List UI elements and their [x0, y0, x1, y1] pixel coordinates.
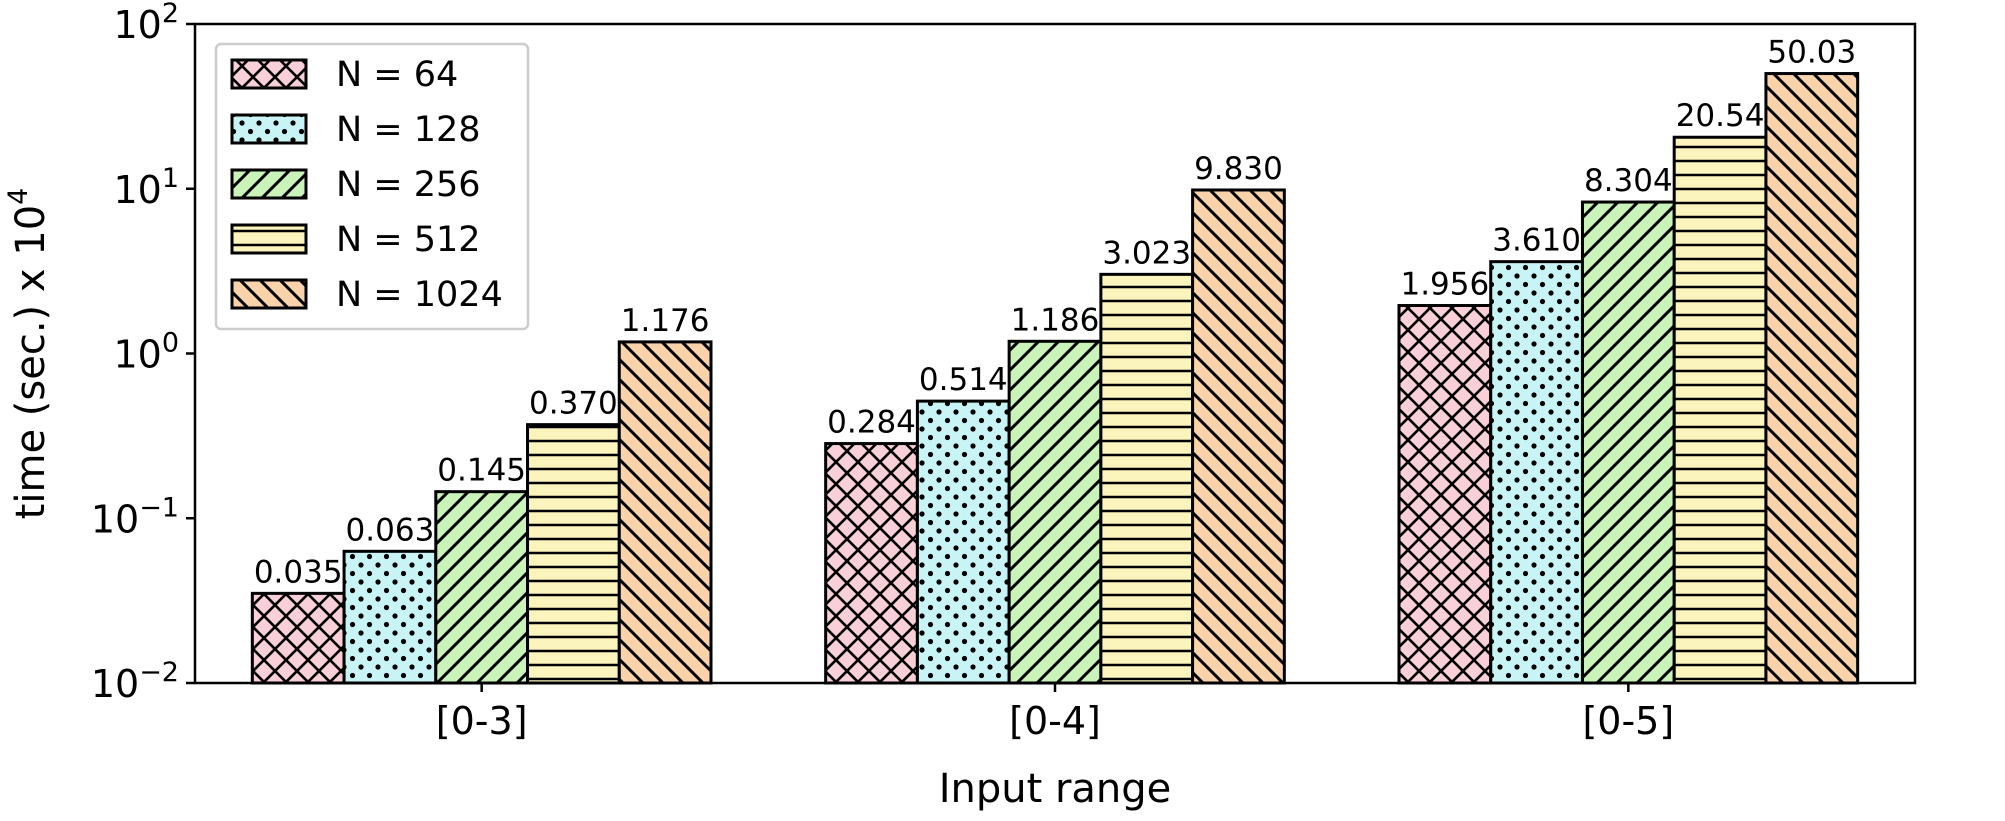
bar-value-label: 0.514: [919, 362, 1008, 398]
y-tick-label: 101: [113, 163, 179, 212]
bar: [434, 490, 530, 685]
legend-item: N = 256: [230, 165, 481, 205]
bar: [1672, 135, 1768, 685]
bar-hatch: [1099, 272, 1195, 685]
legend: N = 64 N = 128 N = 256 N = 512 N = 1024: [214, 42, 530, 331]
bar-value-label: 0.063: [346, 512, 435, 548]
legend-label: N = 128: [336, 110, 481, 150]
bar-hatch: [1764, 72, 1860, 685]
bar-value-label: 3.023: [1102, 235, 1191, 271]
bar: [915, 399, 1011, 685]
y-axis-title: time (sec.) x 104: [3, 188, 54, 520]
bar-hatch: [617, 340, 713, 685]
bar-value-label: 1.956: [1400, 266, 1489, 302]
bars: [250, 72, 1860, 685]
x-axis-title: Input range: [939, 766, 1172, 812]
y-tick-label: 10−1: [91, 492, 179, 541]
bar-hatch: [1007, 339, 1103, 685]
bar: [1007, 339, 1103, 685]
legend-label: N = 256: [336, 165, 481, 205]
bar-hatch: [342, 549, 438, 685]
legend-swatch: [230, 58, 308, 90]
legend-swatch: [230, 278, 308, 310]
bar-value-label: 1.186: [1011, 302, 1100, 338]
legend-swatch: [230, 113, 308, 145]
y-tick-label: 10−2: [91, 657, 179, 706]
bar: [1489, 260, 1584, 685]
bar-hatch: [1489, 260, 1584, 685]
legend-swatch: [230, 168, 308, 200]
legend-label: N = 1024: [336, 275, 503, 315]
y-axis: 10−2 10−1 100 101 102: [91, 0, 195, 706]
bar-hatch: [824, 442, 919, 685]
bar-value-label: 0.370: [529, 386, 618, 422]
bar-value-label: 9.830: [1194, 151, 1283, 187]
legend-label: N = 64: [336, 55, 458, 95]
legend-label: N = 512: [336, 220, 481, 260]
bar-hatch: [1191, 188, 1286, 685]
bar-value-label: 50.03: [1767, 35, 1856, 71]
x-axis: [0-3] [0-4] [0-5]: [436, 683, 1674, 743]
bar: [1099, 272, 1195, 685]
y-axis-title-exponent: 4: [3, 188, 34, 205]
y-tick-label: 102: [113, 0, 179, 47]
bar: [1580, 200, 1676, 685]
bar: [824, 442, 919, 685]
legend-item: N = 128: [230, 110, 481, 150]
bar: [1397, 303, 1493, 685]
bar-value-label: 20.54: [1676, 98, 1765, 134]
bar: [1764, 72, 1860, 685]
bar-value-label: 1.176: [621, 303, 710, 339]
legend-item: N = 64: [230, 55, 458, 95]
x-tick-label: [0-3]: [436, 699, 528, 743]
bar-hatch: [1397, 303, 1493, 685]
bar: [1191, 188, 1286, 685]
legend-swatch: [230, 223, 308, 255]
bar-hatch: [250, 591, 346, 685]
y-tick-label: 100: [113, 328, 179, 377]
bar: [526, 423, 621, 685]
bar: [250, 591, 346, 685]
bar-hatch: [915, 399, 1011, 685]
legend-item: N = 1024: [230, 275, 503, 315]
y-axis-title-text: time (sec.) x 10: [8, 205, 54, 519]
bar-value-label: 0.035: [254, 554, 343, 590]
bar: [342, 549, 438, 685]
bar-value-label: 3.610: [1492, 223, 1581, 259]
bar-hatch: [1580, 200, 1676, 685]
bar-value-label: 0.284: [827, 405, 916, 441]
bar-value-label: 8.304: [1584, 163, 1673, 199]
bar-hatch: [434, 490, 530, 685]
bar: [617, 340, 713, 685]
legend-item: N = 512: [230, 220, 481, 260]
bar-value-label: 0.145: [437, 453, 526, 489]
bar-hatch: [1672, 135, 1768, 685]
bar-hatch: [526, 423, 621, 685]
x-tick-label: [0-4]: [1009, 699, 1101, 743]
x-tick-label: [0-5]: [1582, 699, 1674, 743]
